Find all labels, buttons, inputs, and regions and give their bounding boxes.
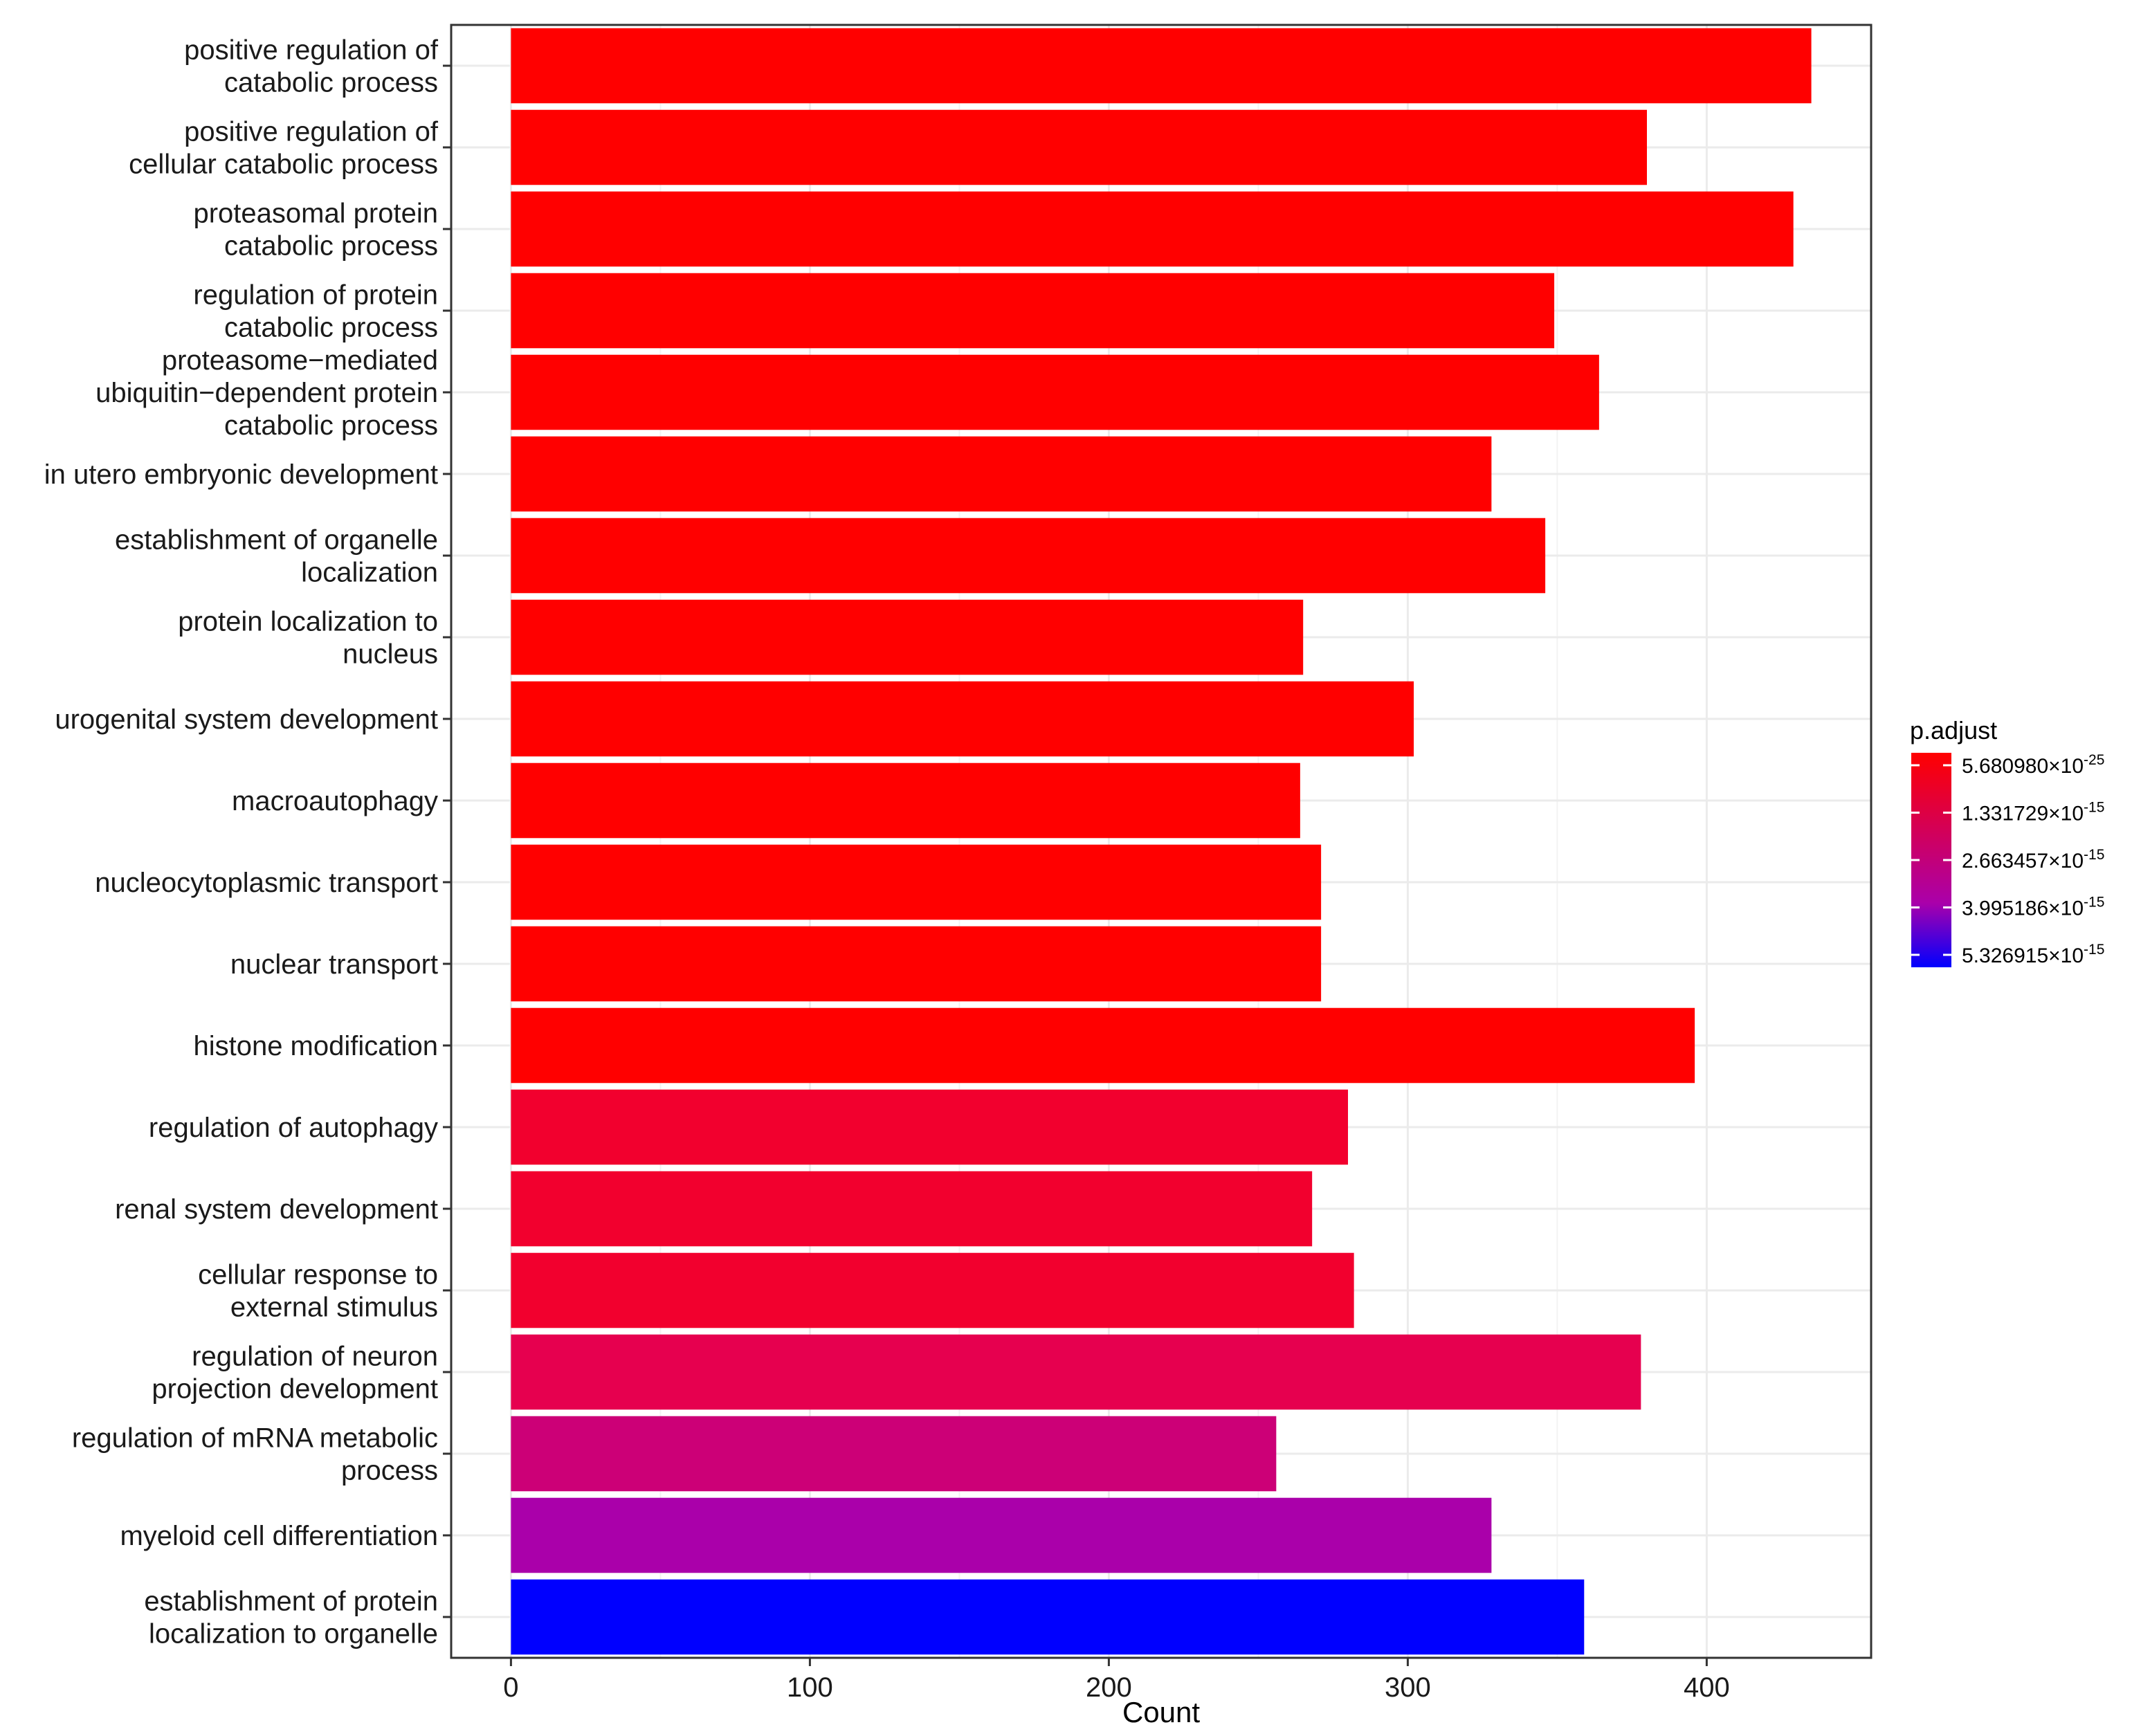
- category-label: macroautophagy: [232, 786, 438, 816]
- category-label: urogenital system development: [55, 704, 438, 735]
- category-label: cellular response to external stimulus: [198, 1260, 438, 1323]
- legend: p.adjust 5.680980×10-25 1.331729×10-15 2.6…: [1910, 716, 2104, 967]
- bar: [511, 354, 1599, 430]
- category-label: nucleocytoplasmic transport: [95, 868, 438, 898]
- category-label: establishment of organelle localization: [115, 525, 438, 588]
- category-label: renal system development: [115, 1194, 438, 1225]
- legend-title: p.adjust: [1910, 716, 1997, 744]
- category-label: proteasome−mediated ubiquitin−dependent p…: [95, 345, 438, 441]
- x-tick-label: 100: [787, 1672, 833, 1703]
- bar: [511, 1497, 1492, 1573]
- legend-label: 3.995186×10-15: [1962, 895, 2104, 920]
- category-label: establishment of protein localization to …: [144, 1587, 438, 1650]
- x-axis-ticks: 0 100 200 300 400: [503, 1658, 1730, 1703]
- bar: [511, 1579, 1585, 1655]
- plot-panel-border: [450, 24, 1873, 1659]
- legend-label: 1.331729×10-15: [1962, 800, 2104, 825]
- bar: [511, 436, 1492, 512]
- category-label: positive regulation of catabolic process: [184, 35, 439, 98]
- bar: [511, 1334, 1641, 1410]
- x-axis-title: Count: [1122, 1696, 1200, 1728]
- x-tick-label: 0: [503, 1672, 518, 1703]
- legend-label: 5.326915×10-15: [1962, 942, 2104, 967]
- category-label: in utero embryonic development: [44, 459, 438, 490]
- category-label: myeloid cell differentiation: [120, 1521, 438, 1551]
- x-tick-label: 300: [1385, 1672, 1431, 1703]
- category-label: regulation of neuron projection developme…: [152, 1342, 438, 1405]
- bar: [511, 518, 1546, 594]
- legend-label: 2.663457×10-15: [1962, 847, 2104, 872]
- bar: [511, 599, 1304, 675]
- bar: [511, 844, 1322, 920]
- category-label: regulation of mRNA metabolic process: [72, 1423, 438, 1486]
- bar: [511, 926, 1322, 1002]
- bar: [511, 191, 1794, 267]
- category-label: proteasomal protein catabolic process: [193, 199, 438, 262]
- bars: [511, 28, 1812, 1655]
- category-label: protein localization to nucleus: [178, 607, 438, 670]
- bar: [511, 1416, 1277, 1492]
- category-labels: positive regulation of catabolic process p…: [44, 35, 451, 1650]
- bar: [511, 762, 1300, 839]
- x-tick-label: 200: [1086, 1672, 1132, 1703]
- bar: [511, 28, 1812, 104]
- x-tick-label: 400: [1684, 1672, 1730, 1703]
- legend-label: 5.680980×10-25: [1962, 752, 2104, 778]
- category-label: regulation of autophagy: [149, 1113, 438, 1143]
- bar: [511, 273, 1555, 349]
- bar: [511, 1007, 1695, 1084]
- category-label: positive regulation of cellular catabolic…: [129, 117, 439, 180]
- bar: [511, 109, 1647, 185]
- plot-panel-background: [451, 25, 1871, 1658]
- category-label: nuclear transport: [230, 949, 438, 980]
- category-label: regulation of protein catabolic process: [193, 280, 438, 343]
- bar: [511, 681, 1414, 757]
- bar: [511, 1252, 1354, 1328]
- category-label: histone modification: [193, 1031, 438, 1061]
- bar: [511, 1089, 1348, 1165]
- bar: [511, 1171, 1313, 1247]
